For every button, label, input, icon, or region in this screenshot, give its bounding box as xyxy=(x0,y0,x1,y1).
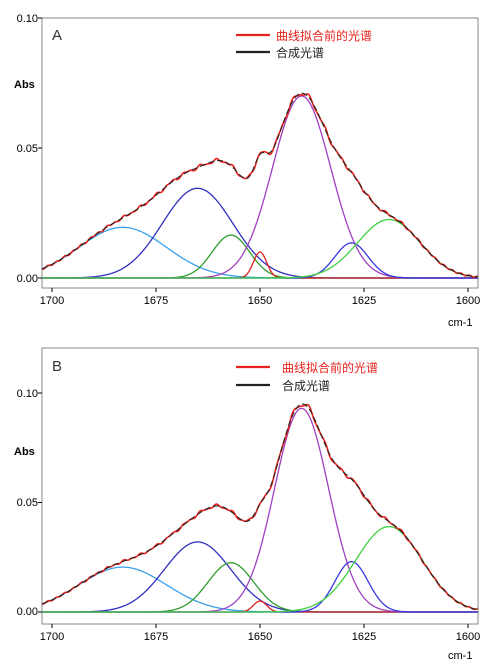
x-tick-label: 1650 xyxy=(248,631,272,643)
y-tick-label: 0.00 xyxy=(17,606,38,618)
y-tick-label: 0.10 xyxy=(17,13,38,25)
x-tick-label: 1700 xyxy=(40,631,64,643)
x-tick-label: 1625 xyxy=(352,631,376,643)
curves xyxy=(38,17,478,292)
component-peak xyxy=(42,218,478,279)
original-spectrum xyxy=(41,403,478,611)
original-spectrum xyxy=(41,93,478,279)
x-tick-label: 1625 xyxy=(352,295,376,307)
legend-label-synthetic: 合成光谱 xyxy=(276,45,324,60)
panel-b: B Abs cm-1 0.10 0.05 0.00 1700 1675 1650… xyxy=(14,347,480,662)
synthetic-spectrum xyxy=(41,92,478,278)
curves xyxy=(38,392,478,628)
x-tick-label: 1650 xyxy=(248,295,272,307)
x-tick-label: 1675 xyxy=(144,295,168,307)
x-axis-label: cm-1 xyxy=(448,317,472,329)
panel-label: A xyxy=(52,27,62,44)
y-tick-label: 0.00 xyxy=(17,273,38,285)
component-peak xyxy=(42,242,478,279)
y-tick-label: 0.10 xyxy=(17,388,38,400)
x-tick-label: 1700 xyxy=(40,295,64,307)
legend-label-original: 曲线拟合前的光谱 xyxy=(282,360,378,375)
panel-a: A Abs cm-1 0.10 0.05 0.00 1700 1675 1650… xyxy=(14,13,480,329)
y-tick-label: 0.05 xyxy=(17,143,38,155)
x-axis-label: cm-1 xyxy=(448,650,472,662)
component-peak xyxy=(42,234,478,279)
component-peak xyxy=(42,407,478,613)
legend-label-original: 曲线拟合前的光谱 xyxy=(276,28,372,43)
x-tick-label: 1600 xyxy=(456,631,480,643)
x-tick-label: 1600 xyxy=(456,295,480,307)
plot-frame xyxy=(41,347,479,625)
y-axis-label: Abs xyxy=(14,446,35,458)
panel-label: B xyxy=(52,358,62,375)
y-axis-label: Abs xyxy=(14,79,35,91)
x-tick-label: 1675 xyxy=(144,631,168,643)
y-tick-label: 0.05 xyxy=(17,497,38,509)
component-peak xyxy=(42,95,478,279)
synthetic-spectrum xyxy=(41,403,478,611)
legend-label-synthetic: 合成光谱 xyxy=(282,378,330,393)
